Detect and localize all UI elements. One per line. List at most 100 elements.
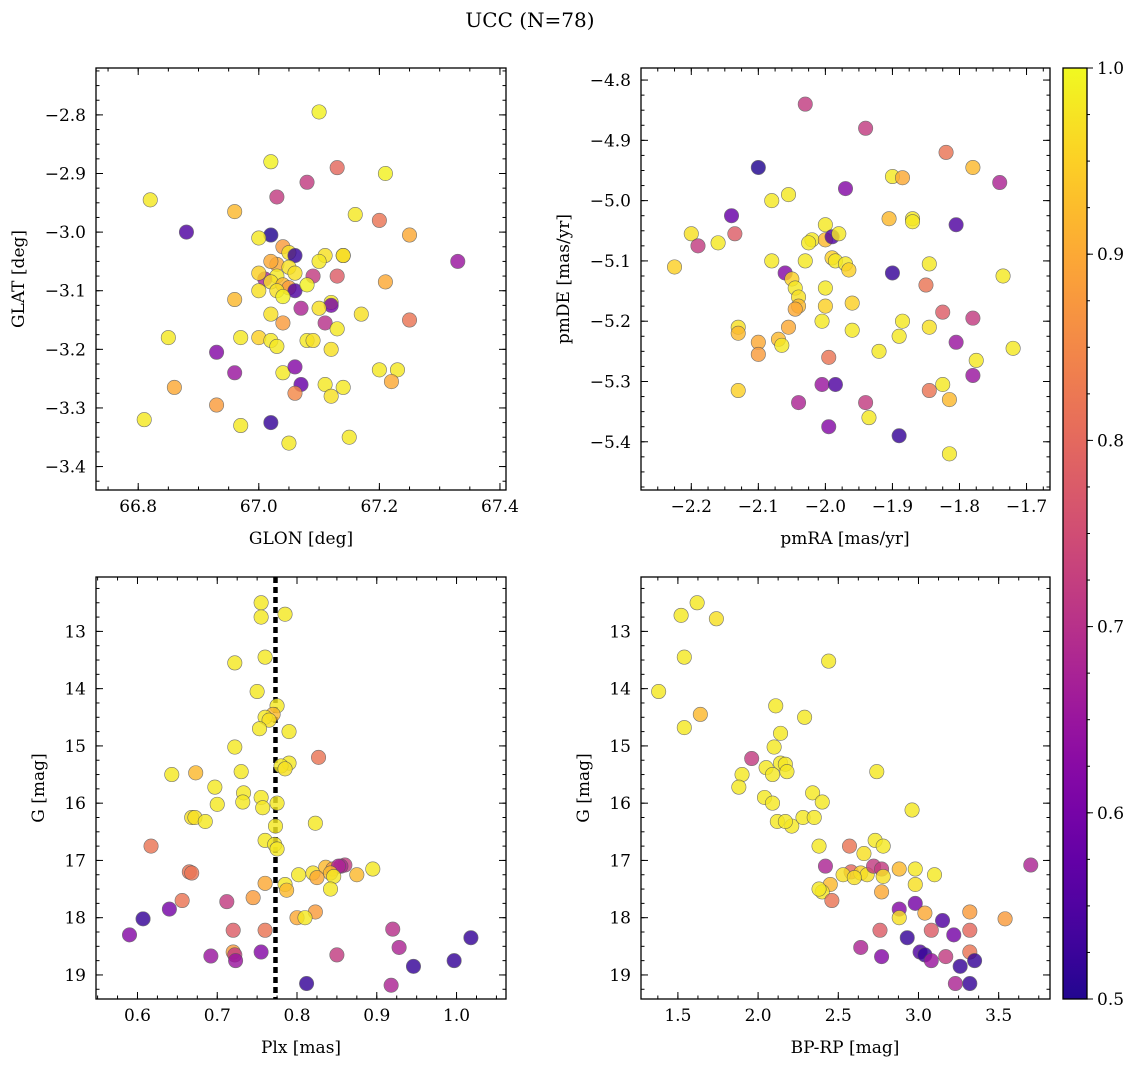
proper-motion-point xyxy=(858,395,874,411)
cmd-point xyxy=(997,911,1013,927)
cmd-point xyxy=(765,767,781,783)
plx-mag-point xyxy=(252,721,268,737)
cmd-x-label: BP-RP [mag] xyxy=(791,1038,900,1058)
plx-mag-x-tick-label: 0.8 xyxy=(283,1006,310,1026)
proper-motion-point xyxy=(750,346,766,362)
cmd-point xyxy=(874,949,890,965)
proper-motion-point xyxy=(941,446,957,462)
proper-motion-y-tick-label: −5.2 xyxy=(590,312,631,332)
cmd-point xyxy=(947,976,963,992)
proper-motion-point xyxy=(774,337,790,353)
plx-mag-y-tick-label: 17 xyxy=(64,851,86,871)
cmd-point xyxy=(856,846,872,862)
proper-motion-point xyxy=(750,159,766,175)
sky-frame xyxy=(95,67,507,491)
sky-point xyxy=(329,160,345,176)
sky-point xyxy=(305,333,321,349)
cmd-frame xyxy=(640,576,1051,1000)
proper-motion-point xyxy=(992,175,1008,191)
proper-motion-y-tick-label: −5.0 xyxy=(590,192,631,212)
cmd-point xyxy=(875,868,891,884)
proper-motion-point xyxy=(965,310,981,326)
cmd-point xyxy=(962,904,978,920)
plx-mag-y-tick-label: 13 xyxy=(64,622,86,642)
sky-y-tick-label: −3.1 xyxy=(45,282,86,302)
plx-mag-point xyxy=(209,796,225,812)
proper-motion-point xyxy=(881,211,897,227)
proper-motion-y-label: pmDE [mas/yr] xyxy=(554,214,574,344)
sky-point xyxy=(299,174,315,190)
plx-mag-marks xyxy=(122,577,479,999)
sky-point xyxy=(287,283,303,299)
plx-mag-point xyxy=(253,595,269,611)
plx-mag-point xyxy=(326,868,342,884)
plx-mag-frame xyxy=(95,576,507,1000)
cmd-point xyxy=(946,927,962,943)
proper-motion-point xyxy=(935,376,951,392)
cmd-point xyxy=(875,838,891,854)
sky-point xyxy=(287,359,303,375)
sky-point xyxy=(269,338,285,354)
sky-point xyxy=(263,306,279,322)
proper-motion-ticks: −2.2 −2.1 −2.0 −1.9 −1.8 −1.7 −5.4 −5.3 −5.2 −5.1… xyxy=(590,68,1050,517)
sky-point xyxy=(275,289,291,305)
sky-x-tick-label: 67.0 xyxy=(240,497,278,517)
cmd-point xyxy=(935,913,951,929)
plx-mag-point xyxy=(307,815,323,831)
proper-motion-point xyxy=(821,419,837,435)
cmd-point xyxy=(731,779,747,795)
plx-mag-point xyxy=(309,870,325,886)
cmd-point xyxy=(821,653,837,669)
proper-motion-point xyxy=(858,120,874,136)
proper-motion-x-tick-label: −1.8 xyxy=(939,497,980,517)
plx-mag-point xyxy=(383,977,399,993)
sky-point xyxy=(389,362,405,378)
cmd-y-tick-label: 14 xyxy=(609,680,631,700)
colorbar-tick-label: 1.0 xyxy=(1097,59,1124,79)
cmd-point xyxy=(962,922,978,938)
cmd-point xyxy=(853,939,869,955)
proper-motion-point xyxy=(1005,340,1021,356)
plx-mag-point xyxy=(257,649,273,665)
sky-point xyxy=(263,253,279,269)
proper-motion-x-label: pmRA [mas/yr] xyxy=(780,529,909,549)
cmd-point xyxy=(805,785,821,801)
sky-point xyxy=(311,104,327,120)
cmd-point xyxy=(773,725,789,741)
sky-point xyxy=(353,306,369,322)
proper-motion-point xyxy=(801,235,817,251)
sky-point xyxy=(329,321,345,337)
cmd-point xyxy=(967,953,983,969)
plx-mag-point xyxy=(277,761,293,777)
sky-marks xyxy=(136,104,466,451)
plx-mag-point xyxy=(329,947,345,963)
proper-motion-point xyxy=(921,383,937,399)
sky-point xyxy=(377,274,393,290)
proper-motion-point xyxy=(965,367,981,383)
plx-mag-y-tick-label: 16 xyxy=(64,794,86,814)
plx-mag-point xyxy=(235,794,251,810)
cmd-point xyxy=(814,794,830,810)
colorbar-ticks: 0.5 0.6 0.7 0.8 0.9 1.0 xyxy=(1087,59,1124,1010)
proper-motion-x-tick-label: −2.0 xyxy=(805,497,846,517)
cmd-point xyxy=(891,910,907,926)
proper-motion-x-tick-label: −2.1 xyxy=(738,497,779,517)
proper-motion-point xyxy=(710,235,726,251)
sky-point xyxy=(287,248,303,264)
proper-motion-point xyxy=(764,253,780,269)
sky-y-label: GLAT [deg] xyxy=(9,230,29,328)
proper-motion-point xyxy=(995,268,1011,284)
cmd-point xyxy=(917,905,933,921)
cmd-point xyxy=(952,958,968,974)
cmd-point xyxy=(766,739,782,755)
sky-point xyxy=(227,365,243,381)
cmd-point xyxy=(927,867,943,883)
sky-x-tick-label: 67.4 xyxy=(481,497,519,517)
sky-point xyxy=(317,376,333,392)
proper-motion-point xyxy=(921,256,937,272)
plx-mag-point xyxy=(385,921,401,937)
cmd-point xyxy=(1023,857,1039,873)
proper-motion-point xyxy=(894,170,910,186)
sky-point xyxy=(341,429,357,445)
